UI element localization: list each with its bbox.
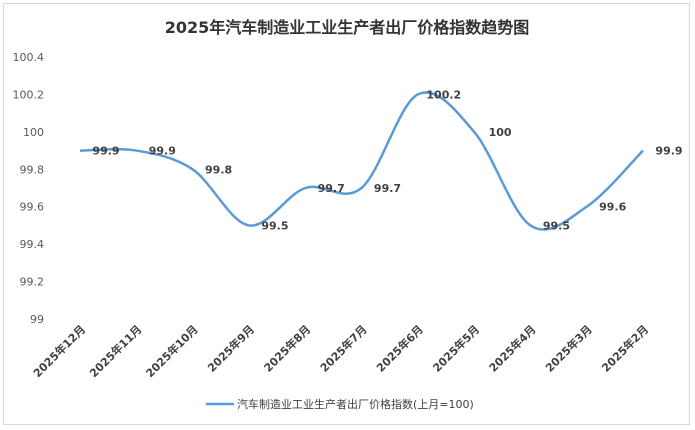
x-tick-label: 2025年7月 xyxy=(317,322,370,375)
series-line xyxy=(79,91,644,231)
x-tick-label: 2025年8月 xyxy=(261,322,314,375)
data-label: 99.9 xyxy=(92,145,119,158)
data-label: 100.2 xyxy=(426,88,461,101)
x-tick-label: 2025年2月 xyxy=(599,322,652,375)
data-label: 99.5 xyxy=(261,219,288,232)
y-tick-label: 99.2 xyxy=(20,276,45,289)
y-tick-label: 100.4 xyxy=(13,51,45,64)
data-label: 99.8 xyxy=(205,163,232,176)
x-tick-label: 2025年12月 xyxy=(30,322,88,380)
y-tick-label: 99 xyxy=(30,313,44,326)
chart-title: 2025年汽车制造业工业生产者出厂价格指数趋势图 xyxy=(165,18,530,37)
y-tick-label: 100 xyxy=(23,126,44,139)
x-tick-label: 2025年6月 xyxy=(373,322,426,375)
y-axis: 99 99.2 99.4 99.6 99.8 100 100.2 100.4 xyxy=(13,51,45,326)
y-tick-label: 99.6 xyxy=(20,201,45,214)
x-axis: 2025年12月 2025年11月 2025年10月 2025年9月 2025年8月 20… xyxy=(30,322,651,380)
x-tick-label: 2025年10月 xyxy=(143,322,201,380)
y-tick-label: 100.2 xyxy=(13,88,45,101)
x-tick-label: 2025年4月 xyxy=(486,322,539,375)
data-label: 99.7 xyxy=(318,182,345,195)
x-tick-label: 2025年11月 xyxy=(86,322,144,380)
legend-label: 汽车制造业工业生产者出厂价格指数(上月=100) xyxy=(237,397,474,411)
data-label: 100 xyxy=(489,126,512,139)
data-label: 99.9 xyxy=(655,145,682,158)
y-tick-label: 99.8 xyxy=(20,163,45,176)
data-label: 99.7 xyxy=(374,182,401,195)
data-label: 99.5 xyxy=(543,219,570,232)
data-label: 99.6 xyxy=(599,201,626,214)
y-tick-label: 99.4 xyxy=(20,238,45,251)
chart-frame xyxy=(3,3,690,425)
x-tick-label: 2025年3月 xyxy=(542,322,595,375)
data-labels: 99.9 99.9 99.8 99.5 99.7 99.7 100.2 100 99.5 99.6… xyxy=(92,88,682,232)
x-tick-label: 2025年9月 xyxy=(204,322,257,375)
x-tick-label: 2025年5月 xyxy=(430,322,483,375)
data-label: 99.9 xyxy=(149,145,176,158)
